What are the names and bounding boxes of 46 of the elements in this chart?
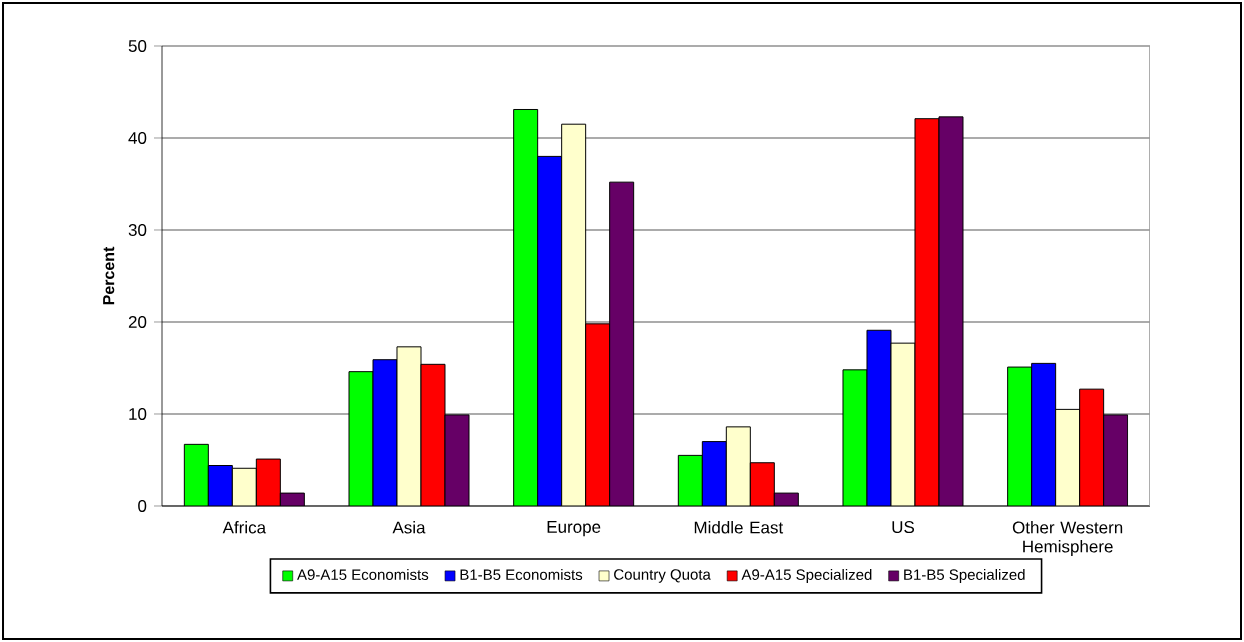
bar	[1031, 362, 1057, 506]
y-tick-label: 0	[138, 499, 147, 512]
legend-label: B1-B5 Specialized	[904, 568, 1025, 583]
bar	[1079, 388, 1105, 506]
bar	[609, 182, 634, 506]
bar	[184, 444, 209, 506]
bar	[938, 116, 963, 506]
legend-label: B1-B5 Economists	[460, 568, 583, 580]
y-axis-title: Percent	[103, 246, 115, 305]
bar	[445, 414, 469, 506]
bar	[373, 359, 397, 506]
y-tick-label: 30	[128, 223, 147, 236]
bar	[702, 441, 727, 506]
x-tick-label: Asia	[392, 521, 426, 534]
legend-label: Country Quota	[614, 569, 711, 583]
bar	[561, 124, 586, 506]
bar	[842, 369, 867, 506]
bar	[1055, 408, 1081, 506]
bar	[1007, 366, 1033, 506]
x-tick-label: Other Western Hemisphere	[1012, 521, 1123, 556]
bar	[232, 468, 257, 506]
bar	[1103, 414, 1129, 506]
bar	[256, 459, 281, 506]
y-tick-label: 10	[129, 407, 147, 420]
bar	[678, 455, 703, 506]
x-tick-label: Africa	[222, 521, 267, 534]
legend-label: A9-A15 Economists	[297, 568, 429, 580]
bar	[890, 343, 915, 506]
bar	[914, 118, 939, 506]
x-tick-label: Middle East	[694, 521, 784, 534]
bar	[537, 156, 562, 506]
x-tick-label: US	[892, 521, 915, 534]
bar	[349, 371, 373, 506]
y-tick-label: 50	[128, 40, 147, 53]
bar	[513, 109, 538, 506]
y-tick-label: 20	[128, 315, 147, 328]
bar	[208, 465, 233, 506]
bar	[726, 426, 751, 506]
x-tick-label: Europe	[547, 521, 601, 537]
bar	[750, 462, 775, 506]
bar	[585, 323, 610, 506]
legend-label: A9-A15 Specialized	[741, 568, 872, 583]
y-tick-label: 40	[128, 131, 147, 145]
bar	[397, 346, 421, 506]
bar	[866, 330, 891, 506]
bar	[421, 364, 445, 506]
